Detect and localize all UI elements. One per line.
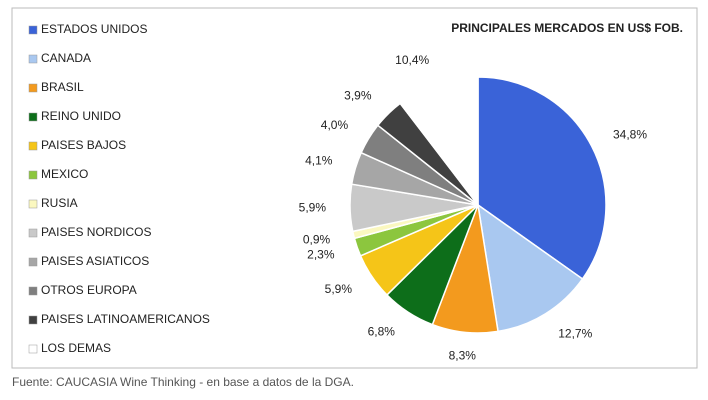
legend-swatch [28, 170, 38, 180]
legend-swatch [28, 315, 38, 325]
legend-swatch [28, 257, 38, 267]
pie-slice [399, 76, 479, 208]
legend-label: CANADA [41, 51, 91, 65]
source-note: Fuente: CAUCASIA Wine Thinking - en base… [12, 375, 354, 389]
data-label: 4,0% [321, 118, 349, 132]
legend-swatch [28, 286, 38, 296]
legend-swatch [28, 344, 38, 354]
data-label: 34,8% [613, 127, 647, 141]
pie-slice [476, 203, 584, 333]
data-label: 8,3% [449, 348, 477, 362]
data-label: 4,1% [305, 153, 333, 167]
legend-label: OTROS EUROPA [41, 283, 137, 297]
data-label: 10,4% [395, 53, 429, 67]
legend-label: ESTADOS UNIDOS [41, 22, 147, 36]
legend-swatch [28, 228, 38, 238]
legend-swatch [28, 141, 38, 151]
legend-label: REINO UNIDO [41, 109, 121, 123]
data-label: 12,7% [558, 326, 592, 340]
legend-label: RUSIA [41, 196, 78, 210]
legend-label: PAISES BAJOS [41, 138, 126, 152]
data-label: 5,9% [299, 201, 327, 215]
data-label: 2,3% [307, 247, 335, 261]
legend-swatch [28, 83, 38, 93]
legend-swatch [28, 199, 38, 209]
legend-swatch [28, 112, 38, 122]
data-label: 5,9% [325, 282, 353, 296]
chart-title: PRINCIPALES MERCADOS EN US$ FOB. [451, 21, 683, 35]
legend-label: PAISES LATINOAMERICANOS [41, 312, 210, 326]
legend-swatch [28, 25, 38, 35]
data-label: 0,9% [303, 233, 331, 247]
data-label: 3,9% [344, 89, 372, 103]
legend-label: PAISES ASIATICOS [41, 254, 149, 268]
legend-label: BRASIL [41, 80, 84, 94]
legend-label: MEXICO [41, 167, 88, 181]
data-label: 6,8% [368, 324, 396, 338]
legend-swatch [28, 54, 38, 64]
legend-label: PAISES NORDICOS [41, 225, 151, 239]
pie-slice [477, 76, 607, 280]
legend-label: LOS DEMAS [41, 341, 111, 355]
